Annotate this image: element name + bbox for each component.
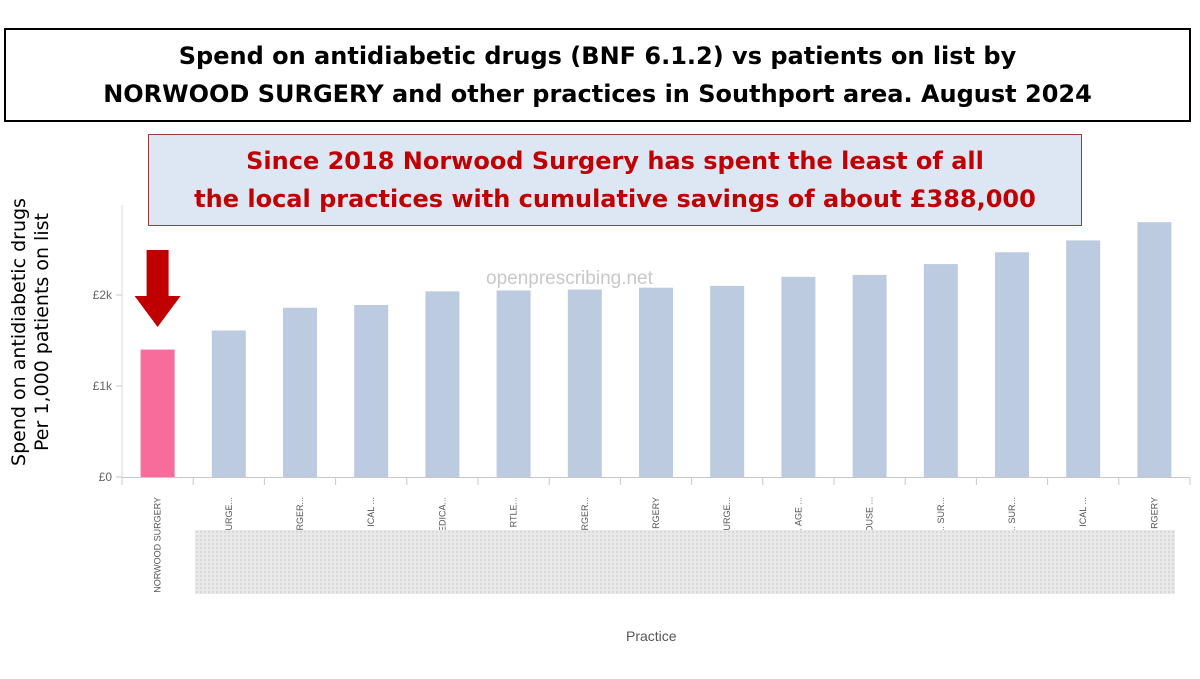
x-tick-label: CHAI... URGE...	[722, 497, 732, 562]
bar	[567, 289, 602, 477]
x-tick-label: THE ... URGE...	[224, 497, 234, 561]
x-tick-label: AIN... ICAL ...	[366, 497, 376, 552]
x-tick-label: THE ... SUR...	[936, 497, 946, 554]
x-tick-label: LINC... SUR...	[1007, 497, 1017, 554]
chart-title-line-1: Spend on antidiabetic drugs (BNF 6.1.2) …	[178, 42, 1017, 70]
x-tick-label: NORWOOD SURGERY	[153, 497, 163, 593]
x-tick-label: ... RGERY	[1149, 497, 1159, 539]
bar	[639, 287, 673, 477]
bar	[354, 305, 389, 477]
bar	[211, 330, 246, 477]
y-tick-label: £1k	[93, 379, 113, 393]
y-tick-label: £2k	[93, 288, 113, 302]
x-axis-label: Practice	[626, 628, 677, 644]
bar	[710, 285, 745, 477]
x-tick-label: THE ... RGER...	[580, 497, 590, 561]
x-tick-label: CHF... RTLE...	[509, 497, 519, 555]
bar	[852, 274, 887, 477]
x-tick-label: AIN... AGE ...	[793, 497, 803, 551]
y-axis-label-line-2: Per 1,000 patients on list	[31, 213, 53, 451]
watermark-text: openprescribing.net	[486, 268, 653, 289]
bar	[1137, 222, 1172, 477]
y-tick-label: £0	[99, 470, 113, 484]
savings-callout-box: Since 2018 Norwood Surgery has spent the…	[148, 134, 1082, 226]
x-tick-label: ST ... ICAL ...	[1078, 497, 1088, 551]
bar	[283, 307, 317, 477]
bar	[425, 291, 460, 477]
bar	[1066, 240, 1101, 477]
chart-title-line-2: NORWOOD SURGERY and other practices in S…	[103, 80, 1092, 108]
highlight-arrow-icon	[134, 250, 181, 327]
bar	[496, 290, 531, 477]
bar-highlight	[140, 349, 175, 477]
x-tick-label: ... RGERY	[651, 497, 661, 539]
callout-line-1: Since 2018 Norwood Surgery has spent the…	[246, 147, 984, 175]
y-axis-label-line-1: Spend on antidiabetic drugs	[8, 198, 30, 466]
bar	[781, 276, 816, 477]
bar	[923, 264, 958, 477]
redacted-practice-names-block	[195, 530, 1175, 594]
callout-line-2: the local practices with cumulative savi…	[194, 185, 1036, 213]
bar	[995, 252, 1029, 477]
chart-title-box: Spend on antidiabetic drugs (BNF 6.1.2) …	[4, 28, 1191, 122]
